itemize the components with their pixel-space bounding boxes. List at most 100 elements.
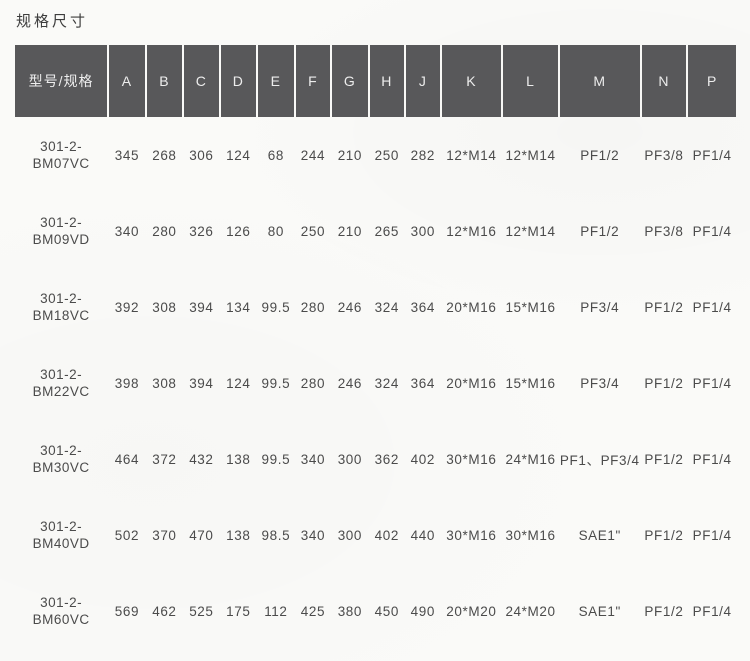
spec-cell: PF1/2 — [644, 299, 684, 315]
model-line-1: 301-2- — [40, 519, 83, 534]
spec-cell: 12*M14 — [505, 223, 556, 239]
spec-cell: PF1/2 — [580, 223, 620, 239]
spec-cell: PF1/2 — [644, 375, 684, 391]
spec-cell: 24*M20 — [505, 603, 556, 619]
spec-cell: 280 — [300, 375, 326, 391]
spec-cell: 250 — [300, 223, 326, 239]
model-line-1: 301-2- — [40, 139, 83, 154]
spec-cell: SAE1" — [578, 603, 621, 619]
spec-cell: 345 — [114, 147, 140, 163]
spec-cell: 30*M16 — [505, 527, 556, 543]
spec-cell: 250 — [374, 147, 399, 163]
spec-cell: 124 — [226, 375, 251, 391]
spec-cell: 364 — [410, 375, 435, 391]
table-row: 301-2- BM22VC 398 308 394 124 99.5 280 246 324 3… — [15, 345, 736, 421]
spec-cell: PF1/4 — [692, 451, 732, 467]
col-header-l: L — [503, 45, 558, 117]
spec-cell: PF1/4 — [692, 603, 732, 619]
spec-cell: 300 — [337, 527, 363, 543]
model-line-1: 301-2- — [40, 595, 83, 610]
spec-cell: PF3/8 — [644, 147, 684, 163]
model-cell: 301-2- BM60VC — [15, 573, 107, 649]
spec-cell: 138 — [226, 527, 251, 543]
spec-cell: 308 — [152, 299, 177, 315]
spec-cell: 306 — [189, 147, 214, 163]
spec-cell: 340 — [300, 527, 326, 543]
table-row: 301-2- BM30VC 464 372 432 138 99.5 340 300 362 4… — [15, 421, 736, 497]
model-cell: 301-2- BM07VC — [15, 117, 107, 193]
spec-cell: 372 — [152, 451, 177, 467]
model-line-1: 301-2- — [40, 443, 83, 458]
spec-cell: 20*M16 — [446, 375, 497, 391]
spec-cell: 280 — [300, 299, 326, 315]
table-row: 301-2- BM60VC 569 462 525 175 112 425 380 450 49… — [15, 573, 736, 649]
spec-cell: PF1/2 — [644, 527, 684, 543]
model-line-2: BM40VD — [32, 536, 90, 551]
spec-cell: PF1/4 — [692, 375, 732, 391]
model-cell: 301-2- BM30VC — [15, 421, 107, 497]
spec-cell: 394 — [189, 299, 214, 315]
spec-cell: 340 — [300, 451, 326, 467]
spec-cell: 470 — [189, 527, 214, 543]
col-header-c: C — [184, 45, 219, 117]
table-row: 301-2- BM18VC 392 308 394 134 99.5 280 246 324 3… — [15, 269, 736, 345]
spec-cell: 340 — [114, 223, 140, 239]
spec-cell: 326 — [189, 223, 214, 239]
spec-cell: 268 — [152, 147, 177, 163]
spec-cell: 462 — [152, 603, 177, 619]
spec-cell: 80 — [267, 223, 284, 239]
spec-cell: 308 — [152, 375, 177, 391]
spec-cell: 380 — [337, 603, 363, 619]
spec-cell: 440 — [410, 527, 435, 543]
model-line-1: 301-2- — [40, 291, 83, 306]
spec-cell: PF1/4 — [692, 223, 732, 239]
spec-cell: 324 — [374, 299, 399, 315]
spec-cell: 99.5 — [261, 375, 291, 391]
model-cell: 301-2- BM22VC — [15, 345, 107, 421]
spec-cell: 324 — [374, 375, 399, 391]
spec-cell: 244 — [300, 147, 326, 163]
spec-cell: 392 — [114, 299, 140, 315]
spec-cell: 402 — [410, 451, 435, 467]
spec-cell: PF1/2 — [644, 603, 684, 619]
spec-cell: 12*M16 — [446, 223, 497, 239]
model-line-2: BM22VC — [32, 384, 90, 399]
model-cell: 301-2- BM40VD — [15, 497, 107, 573]
spec-cell: 30*M16 — [446, 527, 497, 543]
spec-cell: 20*M16 — [446, 299, 497, 315]
spec-cell: 99.5 — [261, 451, 291, 467]
spec-cell: 20*M20 — [446, 603, 497, 619]
model-cell: 301-2- BM09VD — [15, 193, 107, 269]
spec-cell: PF1/4 — [692, 147, 732, 163]
col-header-e: E — [258, 45, 294, 117]
spec-cell: 12*M14 — [505, 147, 556, 163]
header-row: 型号/规格 A B C D E F G H J K L M N P — [15, 45, 736, 117]
spec-cell: PF3/8 — [644, 223, 684, 239]
model-line-2: BM30VC — [32, 460, 90, 475]
spec-cell: 280 — [152, 223, 177, 239]
spec-cell: 68 — [267, 147, 284, 163]
col-header-j: J — [406, 45, 440, 117]
spec-cell: 30*M16 — [446, 451, 497, 467]
spec-cell: 394 — [189, 375, 214, 391]
spec-cell: 138 — [226, 451, 251, 467]
spec-cell: PF1/2 — [580, 147, 620, 163]
spec-cell: PF1/2 — [644, 451, 684, 467]
spec-cell: 282 — [410, 147, 435, 163]
spec-cell: 24*M16 — [505, 451, 556, 467]
col-header-n: N — [641, 45, 687, 117]
col-header-p: P — [688, 45, 736, 117]
spec-cell: 364 — [410, 299, 435, 315]
spec-cell: 175 — [226, 603, 251, 619]
table-header: 型号/规格 A B C D E F G H J K L M N P — [15, 45, 736, 117]
spec-cell: 402 — [374, 527, 399, 543]
spec-cell: 124 — [226, 147, 251, 163]
spec-cell: 246 — [337, 375, 363, 391]
col-header-f: F — [295, 45, 331, 117]
model-line-1: 301-2- — [40, 367, 83, 382]
spec-cell: 99.5 — [261, 299, 291, 315]
spec-cell: 450 — [374, 603, 399, 619]
spec-cell: 12*M14 — [446, 147, 497, 163]
spec-cell: 362 — [374, 451, 399, 467]
spec-cell: PF1、PF3/4 — [559, 453, 640, 468]
